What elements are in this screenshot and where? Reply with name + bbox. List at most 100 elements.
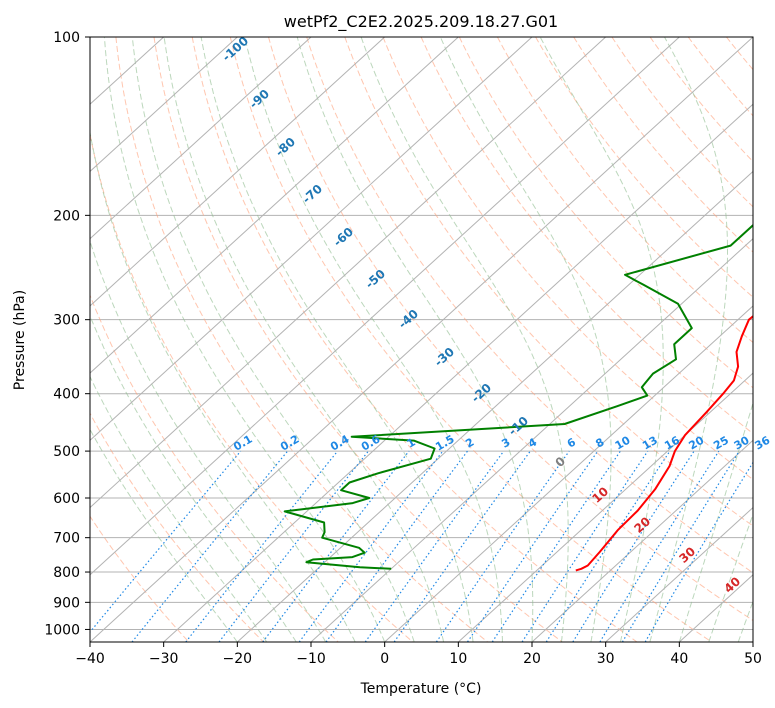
isotherm-label: -50 (363, 267, 388, 292)
mixing-ratio-line (90, 450, 242, 633)
x-tick-label: 50 (744, 651, 762, 667)
moist-adiabat (296, 37, 534, 642)
isotherm-label: -30 (432, 345, 457, 370)
mixing-ratio-line (466, 450, 599, 642)
dry-adiabat (344, 37, 753, 527)
line-labels: 0.1 0.2 0.4 0.6 1 1.5 2 3 4 6 8 10 13 16 20 25 30 36-100-… (219, 34, 772, 596)
plot-background-lines (90, 37, 753, 642)
x-axis-ticks: −40 −30 −20 −10 0 10 20 30 40 50 (75, 642, 762, 667)
isotherm-label: -70 (300, 182, 325, 207)
mixing-ratio-label: 36 (752, 433, 772, 452)
x-tick-label: −40 (75, 651, 105, 667)
x-axis-label: Temperature (°C) (360, 681, 482, 697)
isotherm-label: 40 (721, 574, 743, 596)
isotherm-label: 0 (553, 454, 569, 470)
dry-adiabat (687, 37, 753, 117)
plot-frame (89, 36, 754, 643)
dry-adiabat (115, 37, 488, 642)
mixing-ratio-line (521, 450, 649, 642)
mixing-ratio-line (364, 450, 505, 642)
mixing-ratio-label: 0.2 (278, 433, 301, 454)
mixing-ratio-label: 20 (687, 433, 707, 452)
moist-adiabat (649, 37, 728, 642)
mixing-ratio-line (218, 450, 369, 642)
isotherm-label: -10 (506, 414, 531, 439)
dry-adiabat (382, 37, 753, 481)
chart-title: wetPf2_C2E2.2025.209.18.27.G01 (284, 12, 558, 32)
dry-adiabat (611, 37, 753, 208)
skewed-isotherm (90, 37, 607, 509)
dry-adiabat (229, 37, 712, 642)
x-tick-label: 20 (523, 651, 541, 667)
isotherm-label: -40 (396, 307, 421, 332)
x-tick-label: 40 (670, 651, 688, 667)
x-tick-label: −20 (223, 651, 253, 667)
isotherm-label: -100 (219, 34, 251, 64)
moist-adiabat (90, 129, 356, 642)
mixing-ratio-label: 1 (405, 436, 418, 451)
mixing-ratio-label: 10 (613, 433, 633, 452)
moist-adiabat (244, 37, 503, 642)
mixing-ratio-label: 6 (565, 435, 578, 450)
isotherm-label: -80 (273, 135, 298, 160)
y-tick-label: 100 (53, 30, 80, 46)
dry-adiabat (90, 293, 339, 642)
dry-adiabat (496, 37, 753, 344)
dry-adiabat (90, 515, 190, 642)
dry-adiabat (649, 37, 753, 163)
skewed-isotherm (457, 372, 753, 642)
dry-adiabat (306, 37, 753, 574)
mixing-ratio-label: 1.5 (433, 433, 456, 454)
skewed-isotherm (531, 439, 753, 642)
skewed-isotherm (90, 37, 680, 576)
mixing-ratio-line (599, 450, 720, 642)
moist-adiabat (360, 37, 569, 642)
mixing-ratio-line (325, 450, 468, 642)
moist-adiabat (131, 37, 415, 642)
y-tick-label: 700 (53, 531, 80, 547)
mixing-ratio-label: 0.1 (231, 433, 254, 454)
dry-adiabat (90, 131, 414, 642)
dewpoint-profile (283, 223, 753, 570)
isotherm-label: -60 (331, 225, 356, 250)
skewed-isotherm (90, 37, 312, 240)
moist-adiabat (90, 239, 327, 642)
skewed-isotherm (384, 305, 753, 642)
x-tick-label: 10 (449, 651, 467, 667)
moist-adiabat (90, 375, 268, 642)
mixing-ratio-line (545, 450, 671, 642)
mixing-ratio-line (491, 450, 621, 642)
dry-adiabat (90, 412, 264, 642)
x-tick-label: 0 (380, 651, 389, 667)
mixing-ratio-label: 8 (593, 436, 606, 451)
mixing-ratio-line (621, 450, 740, 642)
isotherm-label: -20 (469, 381, 494, 406)
skewed-isotherm (310, 237, 753, 642)
moist-adiabat (678, 401, 753, 642)
mixing-ratio-line (262, 450, 410, 642)
y-tick-label: 600 (53, 491, 80, 507)
moist-adiabat (90, 428, 238, 642)
mixing-ratio-label: 3 (499, 436, 512, 451)
y-tick-label: 800 (53, 565, 80, 581)
mixing-ratio-line (185, 450, 339, 642)
y-tick-label: 500 (53, 444, 80, 460)
dry-adiabat (191, 37, 638, 642)
mixing-ratio-label: 13 (640, 434, 660, 453)
plot-profiles (283, 223, 753, 572)
x-tick-label: 30 (597, 651, 615, 667)
mixing-ratio-line (393, 450, 531, 642)
skewed-isotherm (90, 37, 753, 642)
moist-adiabat (539, 37, 664, 642)
temperature-profile (575, 315, 753, 572)
dry-adiabat (726, 37, 753, 71)
moist-adiabat (439, 37, 612, 642)
mixing-ratio-label: 16 (662, 433, 682, 452)
skewed-isotherm (605, 506, 753, 642)
skewed-isotherm (90, 37, 238, 173)
skewed-isotherm (236, 170, 753, 642)
y-tick-label: 400 (53, 387, 80, 403)
moist-adiabat (737, 599, 753, 642)
moist-adiabat (200, 37, 474, 642)
